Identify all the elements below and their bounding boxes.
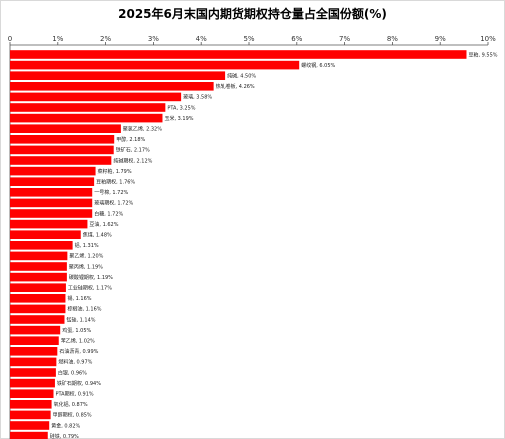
data-label: 棕榈油, 1.16% — [67, 306, 101, 313]
bar — [10, 241, 73, 250]
data-label: 菜籽粕, 1.79% — [98, 168, 132, 175]
bar — [10, 166, 96, 176]
bar — [10, 251, 68, 261]
data-label: 一号棉, 1.72% — [94, 189, 128, 196]
bar — [10, 92, 182, 102]
bar — [10, 71, 226, 80]
bar — [10, 60, 300, 70]
bar — [10, 400, 52, 409]
data-label: 白糖, 1.72% — [94, 210, 123, 217]
data-label: 苯乙烯, 1.02% — [61, 338, 95, 345]
bar — [10, 431, 48, 439]
data-label: 玉米, 3.19% — [164, 115, 193, 122]
bar — [10, 378, 55, 388]
bar — [10, 410, 51, 420]
bar — [10, 145, 114, 155]
data-label: 铁矿石期权, 0.94% — [57, 380, 101, 387]
data-label: 纯碱期权, 2.12% — [113, 157, 152, 164]
bar — [10, 219, 88, 229]
data-label: 聚乙烯, 1.20% — [69, 253, 103, 260]
bar — [10, 325, 61, 335]
data-label: 硅铁, 0.79% — [50, 433, 79, 439]
data-label: 聚氯乙烯, 2.32% — [123, 126, 162, 133]
bar — [10, 113, 163, 123]
bar — [10, 156, 112, 165]
data-label: PTA, 3.25% — [167, 105, 195, 111]
bar — [10, 421, 50, 430]
data-label: 白银, 0.96% — [58, 369, 87, 376]
bar — [10, 304, 66, 314]
data-label: 焦煤, 1.48% — [83, 232, 112, 239]
data-label: 铝, 1.31% — [75, 242, 99, 249]
x-tick-label: 0 — [8, 35, 12, 43]
bar — [10, 124, 121, 133]
x-tick-label: 9% — [435, 35, 446, 43]
data-label: 螺纹钢, 6.05% — [301, 62, 335, 69]
x-tick-label: 8% — [387, 35, 398, 43]
data-label: 纯碱, 4.50% — [227, 73, 256, 80]
bar — [10, 368, 56, 377]
data-label: 豆粕期权, 1.76% — [96, 179, 135, 186]
data-label: PTA期权, 0.91% — [55, 391, 93, 398]
bar — [10, 272, 67, 282]
x-tick-label: 10% — [480, 35, 496, 43]
data-label: 豆粕, 9.55% — [468, 51, 497, 58]
bar — [10, 389, 54, 398]
bar — [10, 82, 214, 91]
bar — [10, 103, 166, 112]
data-label: 石油沥青, 0.99% — [59, 348, 98, 355]
x-tick-label: 2% — [100, 35, 111, 43]
bar — [10, 198, 93, 208]
data-label: 玻璃, 3.58% — [183, 94, 212, 101]
bar — [10, 357, 57, 367]
x-tick-label: 3% — [148, 35, 159, 43]
bar — [10, 336, 59, 345]
data-label: 鸡蛋, 1.05% — [62, 327, 91, 334]
data-label: 黄金, 0.82% — [51, 422, 80, 429]
data-label: 锰硅, 1.14% — [66, 316, 95, 323]
data-label: 豆油, 1.62% — [89, 221, 118, 228]
bar — [10, 177, 95, 186]
data-label: 甲醇, 2.18% — [116, 136, 145, 143]
data-label: 玻璃期权, 1.72% — [94, 200, 133, 207]
bar — [10, 188, 93, 197]
data-label: 聚丙烯, 1.19% — [69, 263, 103, 270]
data-label: 燃料油, 0.97% — [58, 359, 92, 366]
data-label: 氧化铝, 0.87% — [54, 401, 88, 408]
x-tick-label: 1% — [52, 35, 63, 43]
bar — [10, 283, 66, 292]
bar — [10, 347, 58, 356]
bar — [10, 294, 66, 303]
data-label: 工业硅期权, 1.17% — [68, 285, 112, 292]
chart-title: 2025年6月末国内期货期权持仓量占全国份额(%) — [118, 7, 387, 21]
x-tick-label: 6% — [291, 35, 302, 43]
data-label: 甲醇期权, 0.85% — [53, 412, 92, 419]
data-label: 碳酸锂期权, 1.19% — [69, 274, 113, 281]
data-label: 锡, 1.16% — [67, 295, 91, 302]
bar — [10, 230, 81, 239]
bar — [10, 135, 115, 144]
x-tick-label: 4% — [196, 35, 207, 43]
bar — [10, 315, 65, 324]
data-label: 铁矿石, 2.17% — [116, 147, 150, 154]
bar — [10, 50, 467, 59]
x-tick-label: 5% — [243, 35, 254, 43]
bar — [10, 262, 67, 271]
bar — [10, 209, 93, 218]
data-label: 热轧卷板, 4.26% — [216, 83, 255, 90]
x-tick-label: 7% — [339, 35, 350, 43]
